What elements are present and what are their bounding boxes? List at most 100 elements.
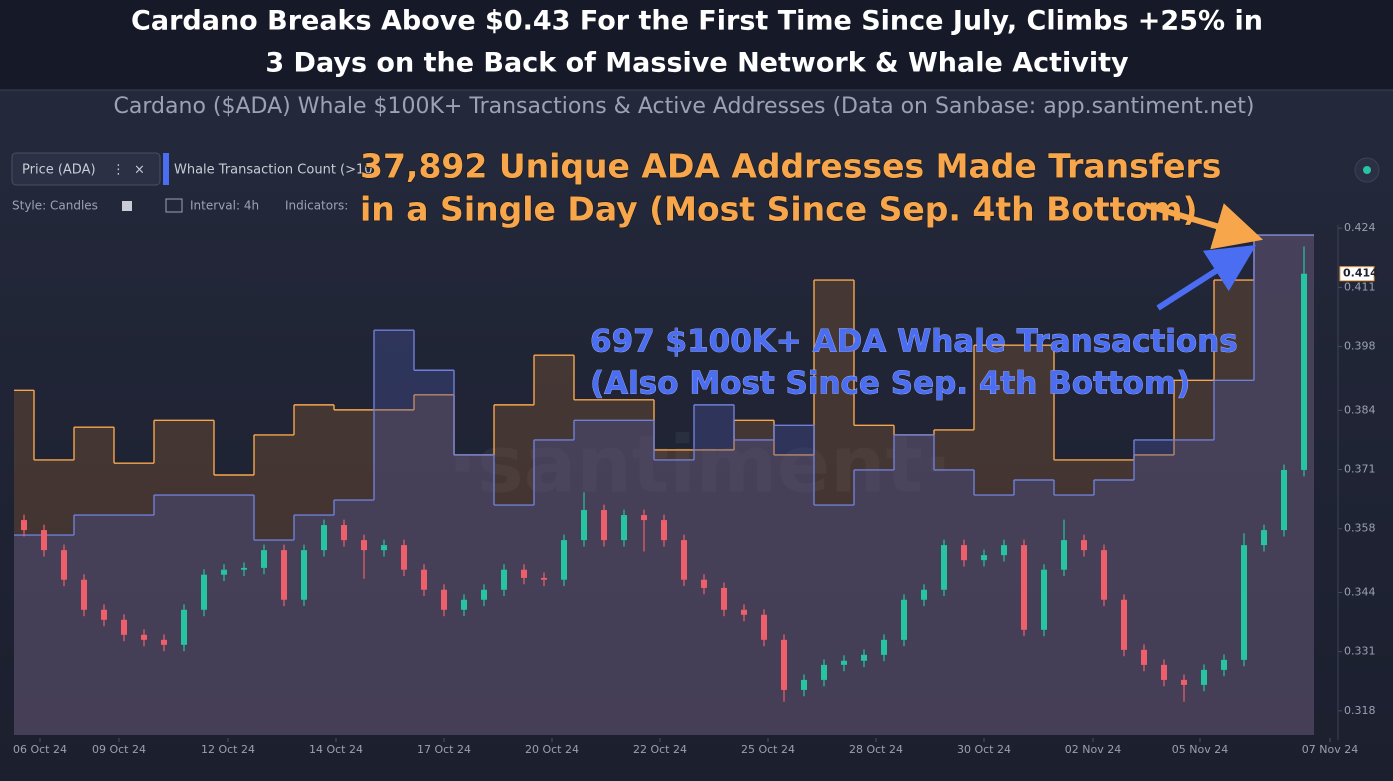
candle-body [1181,679,1187,685]
x-tick-label: 05 Nov 24 [1172,743,1228,756]
candle-body [1061,540,1067,570]
step-area [254,434,274,735]
color-icon[interactable] [122,201,132,211]
step-area [634,420,654,735]
y-tick-label: 0.344 [1344,585,1376,598]
y-tick-label: 0.398 [1344,340,1376,353]
candle-body [601,510,607,541]
step-area [334,409,354,735]
candle-body [901,599,907,640]
step-area [834,505,854,735]
candle-body [941,545,947,590]
step-area [354,500,374,735]
candle-body [1021,545,1027,630]
candle-body [401,545,407,570]
step-area [274,540,294,735]
legend-swatch [163,153,169,185]
title-line: Cardano Breaks Above $0.43 For the First… [131,6,1263,37]
x-tick-label: 06 Oct 24 [13,743,67,756]
candle-body [641,515,647,521]
candle-body [621,515,627,541]
step-area [174,420,194,735]
annotation-line: in a Single Day (Most Since Sep. 4th Bot… [360,190,1198,229]
step-area [94,427,114,735]
y-tick-label: 0.411 [1344,280,1376,293]
step-area [534,355,554,735]
candle-body [541,577,547,580]
step-area [1294,235,1314,735]
step-area [874,469,894,735]
candle-body [741,609,747,615]
step-area [694,404,714,735]
step-area [374,409,394,735]
step-area [774,425,794,735]
x-tick-label: 30 Oct 24 [957,743,1011,756]
candle-body [381,545,387,551]
step-area [234,474,254,735]
step-area [1214,280,1234,735]
step-area [954,469,974,735]
step-area [434,394,454,735]
x-tick-label: 28 Oct 24 [849,743,903,756]
annotation-line: 697 $100K+ ADA Whale Transactions [590,324,1238,360]
menu-icon[interactable]: ⋮ [112,163,125,178]
step-area [754,420,774,735]
candle-body [221,569,227,575]
step-area [1074,459,1094,735]
x-tick-label: 22 Oct 24 [633,743,687,756]
candle-body [161,639,167,645]
step-area [894,434,914,735]
step-area [514,505,534,735]
step-area [794,454,814,735]
step-area [674,449,694,735]
candle-body [981,555,987,561]
candle-body [121,619,127,635]
candle-body [261,550,267,568]
candle-body [1041,569,1047,630]
step-area [834,280,854,735]
step-area [1134,454,1154,735]
style-menu[interactable]: Style: Candles [12,199,98,213]
x-tick-label: 02 Nov 24 [1065,743,1121,756]
candle-body [201,574,207,610]
step-area [214,474,234,735]
step-area [1094,480,1114,735]
step-area [1134,439,1154,735]
step-area [134,463,154,735]
step-area [654,449,674,735]
candle-body [101,609,107,620]
step-area [134,515,154,735]
legend-chip[interactable] [11,152,161,186]
candle-body [1001,545,1007,556]
header-band [0,0,1393,90]
plot: 0.318 0.331 0.344 0.358 0.371 0.384 0.398 0.411… [13,221,1378,756]
step-area [334,500,354,735]
step-area [594,420,614,735]
interval-menu[interactable]: Interval: 4h [190,199,259,213]
step-area [814,505,834,735]
step-area [314,515,334,735]
legend-price: Price (ADA) [22,163,96,178]
candle-body [801,679,807,690]
candle-body [1281,469,1287,531]
step-area [14,535,34,735]
step-area [894,434,914,735]
candle-body [1101,550,1107,600]
last-price-label: 0.414 [1343,267,1378,280]
annotation-arrow [1144,202,1264,250]
step-area [74,515,94,735]
step-area [954,429,974,735]
indicators-menu[interactable]: Indicators: [285,199,348,213]
candle-body [241,567,247,570]
step-area [1254,235,1274,735]
step-area [414,370,434,735]
candle-body [281,550,287,600]
step-area [34,459,54,735]
step-area [1194,380,1214,735]
close-icon[interactable]: × [134,163,145,178]
step-area [554,439,574,735]
x-tick-label: 20 Oct 24 [525,743,579,756]
step-area [674,459,694,735]
candle-body [461,599,467,610]
